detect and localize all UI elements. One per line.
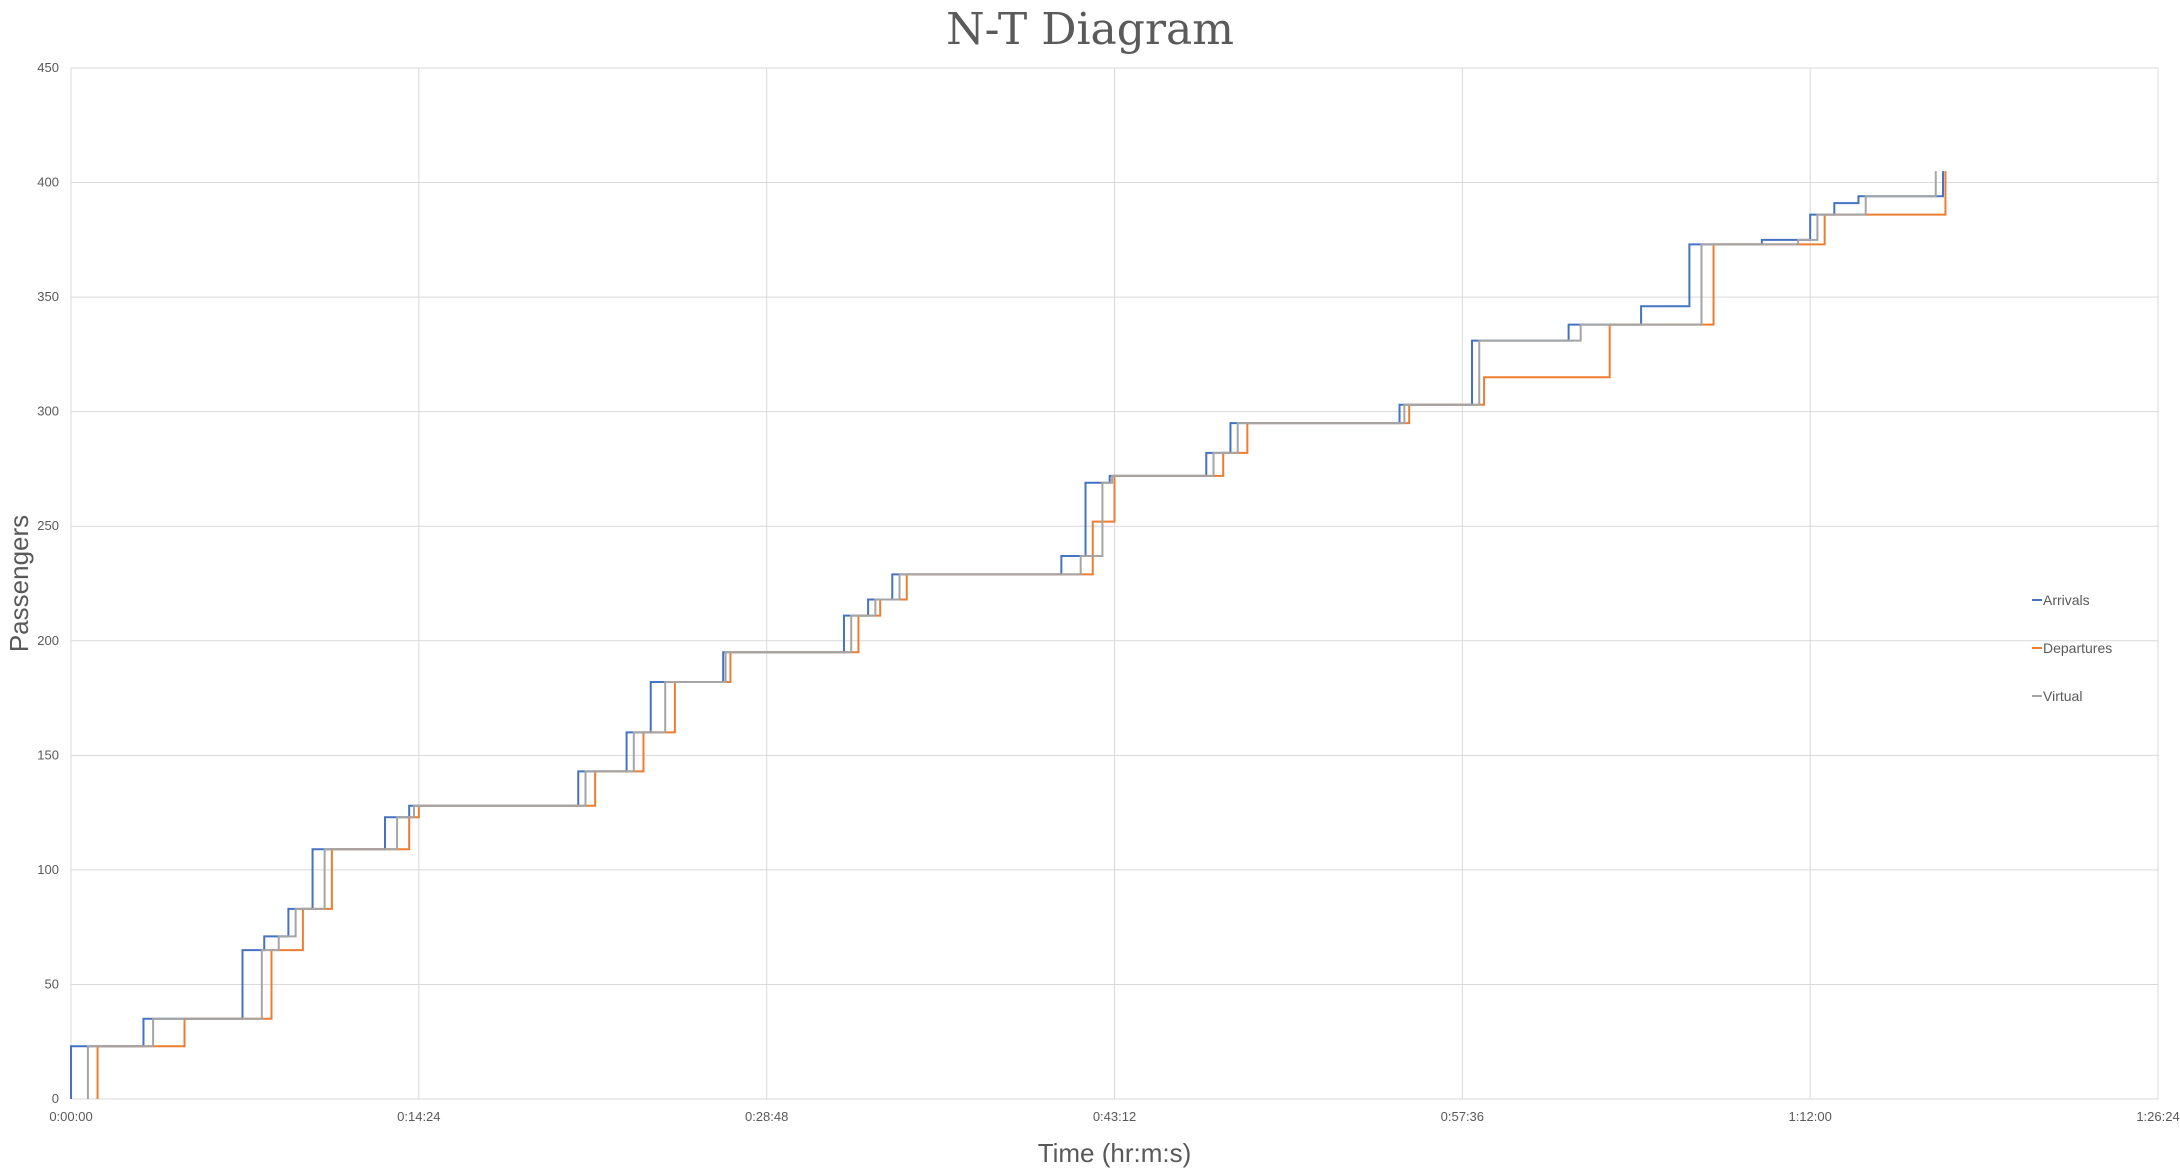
grid [70, 67, 2159, 1100]
x-tick-label: 0:14:24 [397, 1109, 440, 1124]
x-tick-label: 0:43:12 [1093, 1109, 1136, 1124]
y-tick-label: 50 [45, 976, 59, 991]
series-line-arrivals [70, 171, 1945, 1099]
y-tick-label: 350 [37, 289, 59, 304]
chart-title: N-T Diagram [946, 4, 1234, 55]
series-lines [70, 171, 1947, 1099]
y-tick-label: 450 [37, 60, 59, 75]
legend: Arrivals Departures Virtual [2032, 592, 2112, 704]
x-tick-label: 0:28:48 [745, 1109, 788, 1124]
y-tick-label: 150 [37, 747, 59, 762]
x-axis-label: Time (hr:m:s) [1038, 1138, 1192, 1168]
legend-label-arrivals: Arrivals [2043, 592, 2090, 608]
x-tick-label: 1:12:00 [1788, 1109, 1831, 1124]
x-tick-label: 0:57:36 [1441, 1109, 1484, 1124]
x-tick-label: 0:00:00 [49, 1109, 92, 1124]
y-tick-label: 100 [37, 862, 59, 877]
legend-label-virtual: Virtual [2043, 688, 2082, 704]
y-tick-label: 0 [52, 1091, 59, 1106]
y-axis-label: Passengers [4, 515, 34, 652]
y-tick-label: 400 [37, 175, 59, 190]
series-line-virtual [86, 171, 1937, 1099]
legend-label-departures: Departures [2043, 640, 2112, 656]
y-tick-label: 250 [37, 518, 59, 533]
y-tick-label: 300 [37, 404, 59, 419]
x-tick-label: 1:26:24 [2136, 1109, 2179, 1124]
series-line-departures [96, 171, 1947, 1099]
y-tick-label: 200 [37, 633, 59, 648]
tick-labels: 0 50 100 150 200 250 300 350 400 450 0:00:00 0:14:2… [37, 60, 2179, 1124]
